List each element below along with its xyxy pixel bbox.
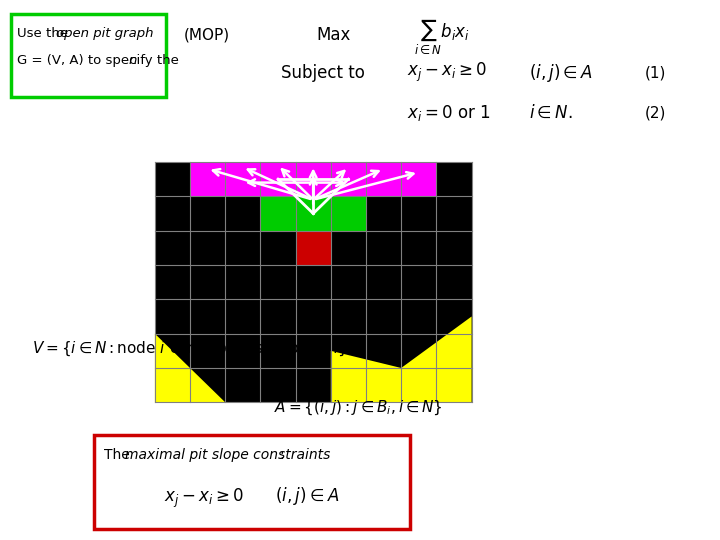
Bar	[330, 197, 366, 231]
Text: $x_i = 0\ \mathrm{or}\ 1$: $x_i = 0\ \mathrm{or}\ 1$	[407, 103, 491, 124]
Text: $x_j - x_i \geq 0 \qquad (i,j) \in A$: $x_j - x_i \geq 0 \qquad (i,j) \in A$	[164, 486, 340, 510]
Text: The: The	[104, 448, 135, 462]
Bar	[330, 162, 366, 197]
Text: $(i, j) \in A$: $(i, j) \in A$	[529, 62, 593, 84]
Bar	[261, 162, 296, 197]
Text: $i \in N.$: $i \in N.$	[529, 104, 572, 123]
Bar	[401, 162, 436, 197]
Text: $A = \{(i,j) : j \in B_i, i \in N\}$: $A = \{(i,j) : j \in B_i, i \in N\}$	[274, 399, 442, 417]
Text: open pit graph: open pit graph	[56, 27, 153, 40]
Bar	[190, 162, 225, 197]
Bar	[296, 162, 330, 197]
Bar	[155, 162, 472, 402]
Text: (1): (1)	[644, 65, 666, 80]
Text: G = (V, A) to specify the: G = (V, A) to specify the	[17, 54, 183, 67]
Text: $x_j - x_i \geq 0$: $x_j - x_i \geq 0$	[407, 62, 487, 84]
Bar	[225, 162, 261, 197]
Text: maximal pit slope constraints: maximal pit slope constraints	[125, 448, 330, 462]
Bar	[296, 231, 330, 265]
Text: (2): (2)	[644, 106, 666, 121]
Text: Use the: Use the	[17, 27, 72, 40]
Text: $\sum_{i \in N} b_i x_i$: $\sum_{i \in N} b_i x_i$	[414, 18, 470, 57]
Bar	[296, 197, 330, 231]
Polygon shape	[330, 316, 472, 402]
Bar	[261, 197, 296, 231]
Text: Subject to: Subject to	[281, 64, 364, 82]
Text: $V = \{i \in N : \mathrm{node}\ i\ \mathrm{corresponds\ to\ block}\ i\}$: $V = \{i \in N : \mathrm{node}\ i\ \math…	[32, 339, 348, 357]
Text: (MOP): (MOP)	[184, 28, 230, 43]
Text: :: :	[279, 448, 284, 462]
Text: Max: Max	[317, 26, 351, 44]
Bar	[366, 162, 401, 197]
Polygon shape	[155, 334, 225, 402]
Text: n: n	[128, 54, 137, 67]
